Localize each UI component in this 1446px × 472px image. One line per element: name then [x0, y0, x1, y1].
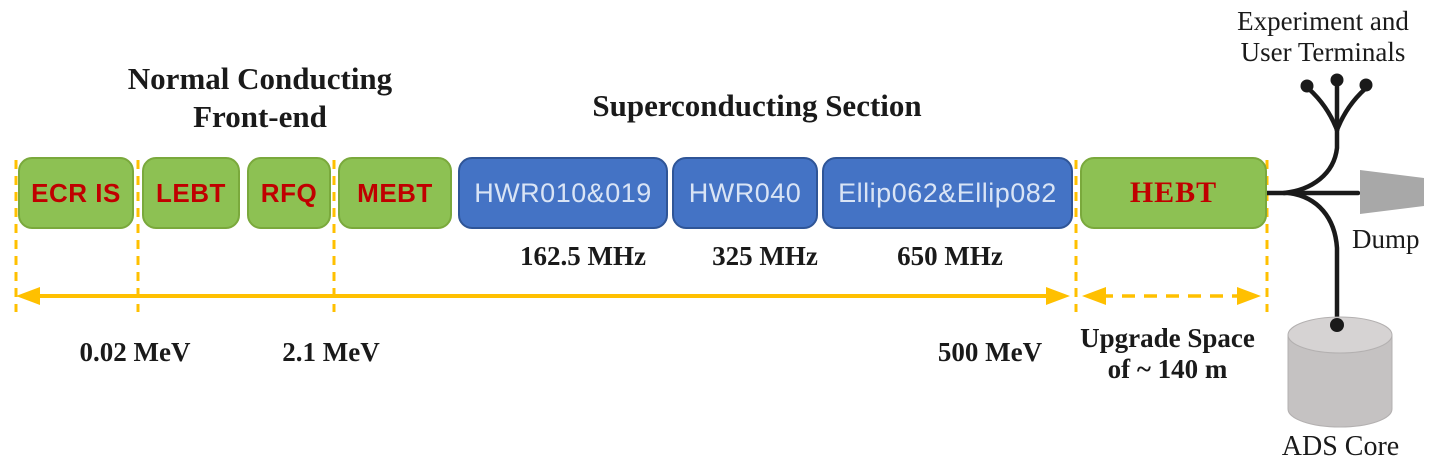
- dump-label: Dump: [1352, 224, 1420, 254]
- beamline-down-stem: [1286, 190, 1340, 323]
- section-label: HWR040: [688, 177, 802, 208]
- section-label: ECR IS: [31, 177, 121, 208]
- beamline-up-stem: [1281, 127, 1340, 196]
- section-label: HEBT: [1129, 176, 1218, 209]
- core-connection-dot-icon: [1330, 318, 1344, 332]
- energy-label-rfq: 2.1 MeV: [282, 337, 380, 367]
- section-box-lebt: LEBT: [142, 157, 240, 229]
- energy-label-final: 500 MeV: [937, 337, 1043, 367]
- arrowhead-right-icon: [1237, 287, 1261, 305]
- section-box-hebt: HEBT: [1080, 157, 1267, 229]
- frequency-label-ellip: 650 MHz: [897, 241, 1003, 271]
- beamline-fork-icon: [1264, 81, 1368, 323]
- upgrade-space-label: Upgrade Space of ~ 140 m: [1080, 323, 1255, 385]
- section-box-hwr010-019: HWR010&019: [458, 157, 668, 229]
- superconducting-title: Superconducting Section: [592, 88, 922, 123]
- ads-core-label: ADS Core: [1281, 431, 1400, 462]
- section-box-ecr-is: ECR IS: [18, 157, 134, 229]
- experiment-terminals-label: Experiment and User Terminals: [1237, 6, 1409, 67]
- energy-label-source: 0.02 MeV: [79, 337, 191, 367]
- ads-core-cylinder-icon: [1287, 316, 1393, 428]
- section-box-mebt: MEBT: [338, 157, 452, 229]
- terminal-dots: [1300, 73, 1373, 93]
- arrowhead-left-icon: [16, 287, 40, 305]
- terminal-line-left: [1306, 86, 1340, 133]
- arrowhead-right-icon: [1046, 287, 1070, 305]
- upgrade-space-arrow-icon: [1082, 287, 1261, 305]
- front-end-title: Normal Conducting Front-end: [127, 61, 393, 134]
- section-box-hwr040: HWR040: [672, 157, 818, 229]
- arrowhead-left-icon: [1082, 287, 1106, 305]
- terminal-dot-icon: [1330, 73, 1344, 87]
- section-label: LEBT: [156, 177, 226, 208]
- section-label: RFQ: [260, 177, 318, 208]
- terminal-line-right: [1334, 86, 1368, 133]
- section-box-rfq: RFQ: [247, 157, 331, 229]
- section-label: Ellip062&Ellip082: [838, 177, 1057, 208]
- terminal-dot-icon: [1359, 78, 1373, 92]
- section-label: HWR010&019: [474, 177, 652, 208]
- frequency-label-hwr040: 325 MHz: [712, 241, 818, 271]
- linac-extent-arrow-icon: [16, 287, 1070, 305]
- frequency-label-hwr010-019: 162.5 MHz: [520, 241, 646, 271]
- section-box-ellip062-082: Ellip062&Ellip082: [822, 157, 1073, 229]
- dump-icon: [1360, 170, 1424, 214]
- terminal-dot-icon: [1300, 79, 1314, 93]
- section-label: MEBT: [357, 177, 433, 208]
